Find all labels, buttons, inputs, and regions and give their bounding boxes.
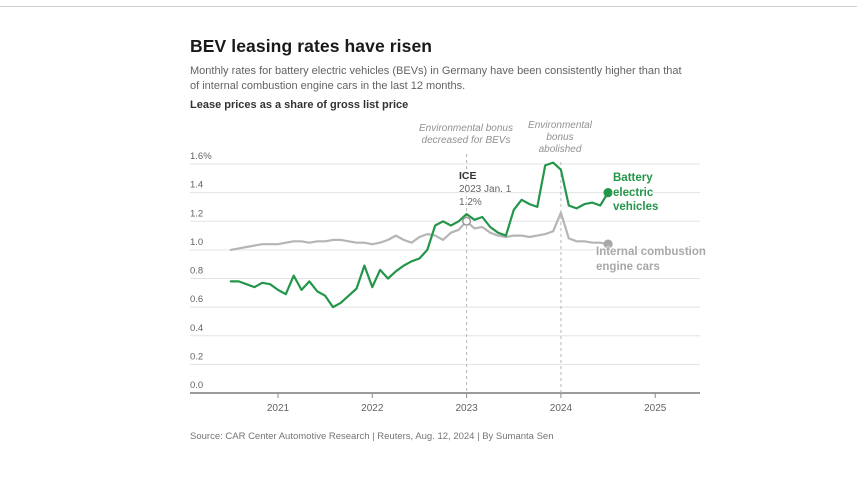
annotation-bonus-decreased: Environmental bonus decreased for BEVs xyxy=(419,123,513,146)
y-tick-label: 1.6% xyxy=(190,151,212,162)
chart-subtitle: Monthly rates for battery electric vehic… xyxy=(190,64,730,93)
y-tick-label: 0.8 xyxy=(190,266,203,277)
x-tick-label: 2023 xyxy=(455,403,478,414)
legend-battery-electric-vehicles: Battery electric vehicles xyxy=(613,172,659,213)
x-tick-label: 2025 xyxy=(644,403,667,414)
source-attribution: Source: CAR Center Automotive Research |… xyxy=(190,431,554,442)
y-tick-label: 0.0 xyxy=(190,380,203,391)
x-tick-label: 2024 xyxy=(550,403,573,414)
y-axis-heading: Lease prices as a share of gross list pr… xyxy=(190,99,409,111)
ice-end-dot xyxy=(603,239,613,249)
y-tick-label: 0.6 xyxy=(190,294,203,305)
y-tick-label: 0.2 xyxy=(190,351,203,362)
y-tick-label: 1.2 xyxy=(190,208,203,219)
chart-title: BEV leasing rates have risen xyxy=(190,36,433,56)
subtitle-line-1: Monthly rates for battery electric vehic… xyxy=(190,65,682,77)
ice-callout-marker xyxy=(462,216,472,226)
bev-line xyxy=(229,161,610,309)
bev-end-dot xyxy=(603,188,613,198)
page-top-border xyxy=(0,6,857,7)
y-tick-label: 1.4 xyxy=(190,180,203,191)
legend-internal-combustion: Internal combustion engine cars xyxy=(596,246,706,273)
ice-jan-2023-callout: ICE 2023 Jan. 1 1.2% xyxy=(459,170,512,208)
annotation-bonus-abolished: Environmental bonus abolished xyxy=(528,120,592,155)
y-tick-label: 1.0 xyxy=(190,237,203,248)
y-tick-label: 0.4 xyxy=(190,323,203,334)
x-tick-label: 2021 xyxy=(267,403,290,414)
ice-line xyxy=(229,211,610,251)
x-tick-label: 2022 xyxy=(361,403,384,414)
subtitle-line-2: of internal combustion engine cars in th… xyxy=(190,79,466,92)
